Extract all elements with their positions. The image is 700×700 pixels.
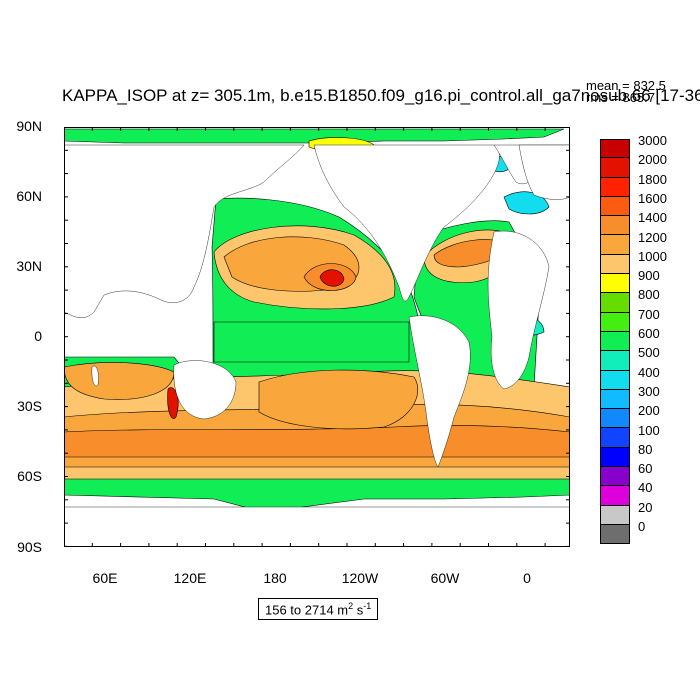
colorbar-label: 1800	[638, 171, 667, 187]
east-australia-hot	[167, 387, 179, 419]
ylabel-90n: 90N	[16, 118, 42, 134]
colorbar-swatch	[600, 351, 630, 371]
africa	[487, 230, 550, 390]
colorbar-swatch	[600, 293, 630, 313]
xlabel-120e: 120E	[173, 570, 207, 586]
colorbar-swatch	[600, 486, 630, 506]
ylabel-60n: 60N	[16, 188, 42, 204]
colorbar-label: 500	[638, 345, 660, 361]
colorbar-label: 200	[638, 403, 660, 419]
range-label: 156 to 2714 m2 s-1	[258, 598, 379, 621]
continents	[64, 144, 570, 547]
colorbar-legend: 3000 2000 1800 1600 1400 1200 1000 900 800 700 600…	[600, 133, 680, 545]
stats-block: mean = 832.5 rms = 865.7	[586, 78, 666, 105]
xlabel-120w: 120W	[341, 570, 379, 586]
colorbar-label: 40	[638, 480, 653, 496]
range-sup2: -1	[363, 601, 372, 611]
colorbar-swatch	[600, 312, 630, 332]
colorbar-swatch	[600, 196, 630, 217]
south-indian-orange	[64, 362, 175, 400]
colorbar-swatch	[600, 505, 630, 525]
colorbar-swatch	[600, 428, 630, 448]
map-plot	[64, 127, 570, 547]
colorbar-swatch	[600, 274, 630, 294]
madagascar	[91, 365, 99, 387]
mean-value: mean = 832.5	[586, 78, 666, 93]
colorbar-swatch	[600, 389, 630, 410]
europe-west	[518, 144, 570, 200]
colorbar-label: 2000	[638, 152, 667, 168]
range-mid: s	[353, 602, 364, 618]
colorbar-label: 400	[638, 364, 660, 380]
south-pacific-orange	[258, 369, 419, 430]
plot-title: KAPPA_ISOP at z= 305.1m, b.e15.B1850.f09…	[62, 86, 700, 105]
australia	[173, 360, 237, 420]
asia	[64, 144, 305, 318]
colorbar-label: 3000	[638, 133, 667, 148]
colorbar-swatch	[600, 447, 630, 468]
colorbar-swatch	[600, 467, 630, 487]
colorbar-label: 60	[638, 461, 653, 477]
antarctica	[64, 506, 570, 547]
colorbar-swatch	[600, 235, 630, 255]
colorbar-swatch	[600, 254, 630, 275]
xlabel-60e: 60E	[92, 570, 118, 586]
xlabel-0: 0	[523, 570, 531, 586]
colorbar-swatch	[600, 158, 630, 178]
colorbar-swatch	[600, 177, 630, 197]
colorbar-label: 300	[638, 383, 660, 399]
mediterranean	[503, 191, 550, 215]
colorbar-swatch	[600, 331, 630, 352]
southern-band-core	[64, 425, 570, 458]
colorbar-label: 0	[638, 519, 646, 534]
pacific-hot-core	[319, 269, 345, 287]
colorbar-swatch	[600, 524, 630, 545]
colorbar-label: 600	[638, 326, 660, 341]
colorbar-label: 1400	[638, 210, 667, 226]
south-america	[408, 315, 471, 468]
colorbar-label: 1600	[638, 190, 667, 206]
colorbar-swatch	[600, 409, 630, 429]
range-text: 156 to 2714 m	[265, 602, 349, 618]
rms-value: rms = 865.7	[586, 90, 656, 105]
colorbar-label: 100	[638, 422, 660, 438]
colorbar-label: 20	[638, 499, 653, 515]
tropical-band	[213, 321, 410, 363]
colorbar-label: 800	[638, 287, 660, 303]
ylabel-30s: 30S	[17, 398, 42, 414]
ylabel-0: 0	[34, 328, 42, 344]
xlabel-60w: 60W	[430, 570, 460, 586]
southern-green-edge	[64, 478, 570, 513]
xlabel-180: 180	[263, 570, 287, 586]
colorbar-swatch	[600, 216, 630, 236]
ylabel-60s: 60S	[17, 468, 42, 484]
north-america	[313, 144, 500, 302]
colorbar-swatch	[600, 139, 630, 159]
axis-ticks	[64, 127, 570, 547]
colorbar-label: 1000	[638, 248, 667, 264]
colorbar-label: 900	[638, 268, 660, 284]
colorbar-label: 1200	[638, 229, 667, 245]
ylabel-90s: 90S	[17, 539, 42, 555]
arctic-ocean	[64, 128, 565, 144]
colorbar-label: 80	[638, 441, 653, 457]
colorbar-label: 700	[638, 306, 660, 322]
ylabel-30n: 30N	[16, 258, 42, 274]
colorbar-swatch	[600, 370, 630, 390]
range-sup1: 2	[348, 601, 354, 611]
